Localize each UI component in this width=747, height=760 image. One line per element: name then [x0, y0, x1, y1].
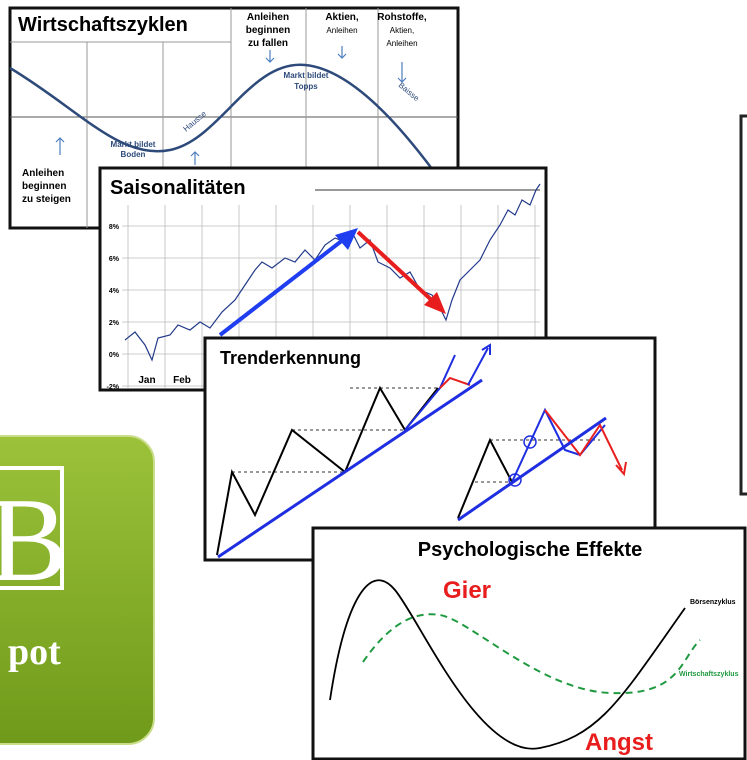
- label-line: Anleihen: [386, 39, 417, 48]
- label-line: Markt bildet: [111, 140, 156, 149]
- label-line: Aktien,: [390, 26, 414, 35]
- label-line: Rohstoffe,: [377, 12, 427, 23]
- x-label: Feb: [173, 375, 191, 386]
- label-line: Aktien,: [325, 12, 359, 23]
- label-line: Anleihen: [22, 168, 64, 179]
- greed-label: Gier: [443, 577, 491, 604]
- side-panel: [739, 114, 747, 496]
- label-line: Anleihen: [247, 12, 289, 23]
- y-label: 4%: [109, 288, 120, 295]
- x-label: Jan: [138, 375, 155, 386]
- y-label: 8%: [109, 224, 120, 231]
- label-line: Markt bildet: [284, 71, 329, 80]
- panel-title: Saisonalitäten: [110, 177, 246, 199]
- panel-title: Trenderkennung: [220, 348, 361, 368]
- label-line: beginnen: [246, 25, 290, 36]
- y-label: 2%: [109, 320, 120, 327]
- logo-letter: B: [0, 473, 68, 606]
- label-line: zu steigen: [22, 194, 71, 205]
- label-line: Boden: [121, 150, 146, 159]
- fear-label: Angst: [585, 729, 653, 756]
- y-label: -2%: [107, 384, 120, 391]
- label-line: zu fallen: [248, 38, 288, 49]
- y-label: 6%: [109, 256, 120, 263]
- legend-label: Börsenzyklus: [690, 599, 736, 606]
- label-line: beginnen: [22, 181, 66, 192]
- panel-title: Wirtschaftszyklen: [18, 14, 188, 36]
- panel-title: Psychologische Effekte: [418, 539, 643, 561]
- logo: B pot: [0, 435, 155, 745]
- trend-panel: Trenderkennung: [203, 336, 657, 562]
- label-line: Topps: [294, 82, 318, 91]
- logo-word: pot: [8, 631, 61, 673]
- label-line: Anleihen: [326, 26, 357, 35]
- psycho-panel: Psychologische Effekte Gier Angst Börsen…: [311, 526, 747, 760]
- y-label: 0%: [109, 352, 120, 359]
- legend-label: Wirtschaftszyklus: [679, 671, 739, 678]
